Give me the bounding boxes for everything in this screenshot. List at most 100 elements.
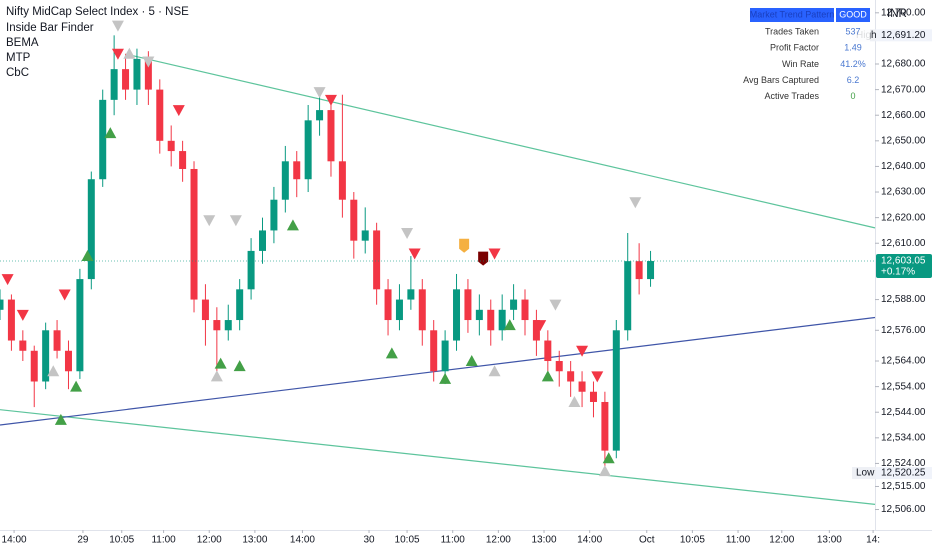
y-tick-label: 12,620.00: [881, 212, 926, 223]
table-value: 0: [850, 91, 855, 101]
candle-body: [156, 89, 164, 141]
signal: [598, 465, 611, 477]
candle-body: [293, 161, 301, 180]
candle-body: [327, 110, 335, 162]
currency: INR: [887, 8, 907, 20]
x-tick-label: 11:00: [151, 535, 176, 546]
indicator: Inside Bar Finder: [6, 22, 94, 34]
indicator: MTP: [6, 52, 31, 64]
x-tick-label: 29: [77, 535, 89, 546]
table-label: Win Rate: [782, 59, 819, 69]
candle-body: [601, 401, 609, 451]
y-tick-label: 12,640.00: [881, 161, 926, 172]
candle-body: [544, 340, 552, 362]
candle-body: [270, 199, 278, 231]
x-tick-label: 14:00: [290, 535, 315, 546]
table-header-bg: [836, 8, 870, 22]
y-tick-label: 12,610.00: [881, 238, 926, 249]
candle-body: [99, 99, 107, 180]
x-tick-label: 10:05: [109, 535, 134, 546]
x-tick-label: 11:00: [726, 535, 751, 546]
candle-body: [407, 289, 415, 300]
candle-body: [201, 299, 209, 321]
candle-body: [247, 250, 255, 290]
y-tick-label: 12,534.00: [881, 432, 926, 443]
candle-body: [624, 261, 632, 331]
candle-body: [76, 279, 84, 372]
table-bg: [750, 8, 870, 106]
signal: [534, 320, 547, 332]
signal: [313, 87, 326, 99]
table-label: Trades Taken: [765, 26, 819, 36]
candle-body: [259, 230, 266, 251]
y-tick-label: 12,506.00: [881, 504, 926, 515]
signal: [214, 357, 227, 369]
table-label: Profit Factor: [770, 43, 819, 53]
y-tick-label: 12,660.00: [881, 110, 926, 121]
candle-body: [7, 299, 15, 341]
table-header: Market Trend Pattern: [750, 9, 835, 19]
candle-body: [0, 299, 4, 310]
signal: [104, 127, 117, 139]
signal: [478, 251, 489, 266]
trend-line: [129, 54, 876, 229]
signal: [286, 219, 299, 231]
candle-body: [87, 179, 95, 280]
signal: [47, 365, 60, 377]
price-marker-value-box: [876, 29, 932, 42]
candle-body: [304, 120, 312, 180]
candle-body: [647, 261, 655, 280]
x-tick-label: 13:00: [817, 535, 842, 546]
trend-line: [0, 316, 876, 426]
signal: [142, 56, 155, 68]
indicator: CbC: [6, 67, 29, 79]
candle-body: [430, 330, 438, 372]
y-tick-label: 12,554.00: [881, 381, 926, 392]
y-tick-label: 12,544.00: [881, 407, 926, 418]
overlay: Nifty MidCap Select Index · 5 · NSE Insi…: [6, 6, 907, 79]
x-tick-label: 11:00: [441, 535, 466, 546]
candle-body: [453, 289, 461, 341]
table-value: 41.2%: [840, 59, 866, 69]
candle-body: [190, 168, 198, 300]
signal: [488, 365, 501, 377]
signal: [172, 105, 185, 117]
candle-body: [510, 299, 518, 310]
candle-body: [281, 161, 289, 200]
signal: [16, 309, 29, 321]
candle-body: [122, 69, 130, 90]
table-label: Active Trades: [764, 91, 819, 101]
candle-body: [133, 58, 141, 90]
table-header: GOOD: [839, 9, 867, 19]
signal: [591, 371, 604, 383]
x-tick-label: 13:00: [532, 535, 557, 546]
y-tick-label: 12,680.00: [881, 59, 926, 70]
signal: [229, 215, 242, 227]
signal: [602, 452, 615, 464]
candle-body: [179, 151, 187, 169]
signal: [576, 345, 589, 357]
x-tick-label: 12:00: [197, 535, 222, 546]
signal: [629, 197, 642, 209]
candle-body: [224, 320, 232, 331]
candle-body: [236, 289, 244, 321]
x-tick-label: 10:05: [680, 535, 705, 546]
candle-body: [213, 320, 221, 331]
candle-body: [635, 261, 643, 280]
last-price-box: [876, 254, 932, 279]
signal: [58, 289, 71, 301]
x-tick-label: 30: [363, 535, 375, 546]
signal: [324, 94, 337, 106]
candle-body: [144, 58, 152, 90]
candle-body: [64, 350, 72, 372]
x-tick-label: 14:00: [2, 535, 27, 546]
y-tick-label: 12,650.00: [881, 135, 926, 146]
signal: [459, 238, 470, 253]
candle-body: [350, 199, 358, 241]
indicator: BEMA: [6, 37, 39, 49]
signal: [233, 360, 246, 372]
candle-body: [441, 340, 449, 372]
table-label: Avg Bars Captured: [743, 75, 819, 85]
x-tick-label: 14:: [866, 535, 880, 546]
